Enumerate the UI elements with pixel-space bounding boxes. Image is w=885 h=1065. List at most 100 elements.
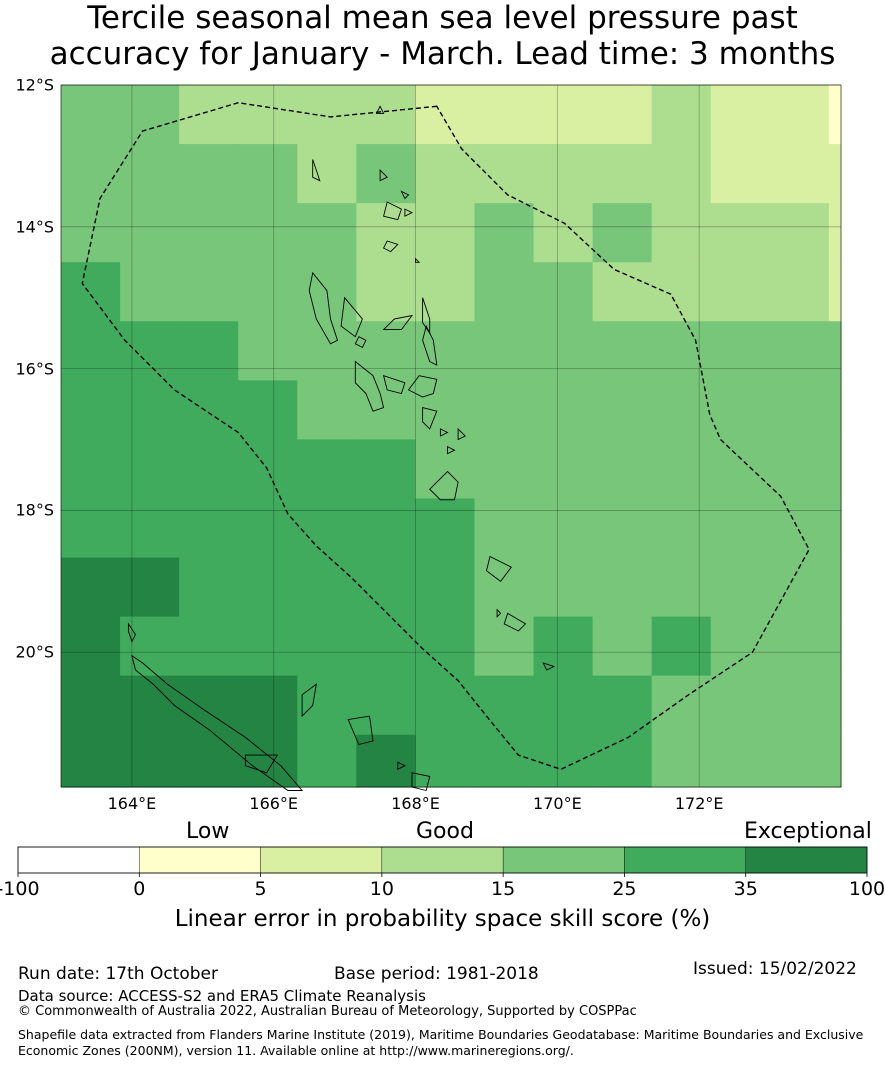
skill-cell xyxy=(651,380,712,441)
skill-cell xyxy=(828,675,842,736)
skill-cell xyxy=(356,380,417,441)
skill-cell xyxy=(120,380,180,441)
island-outline xyxy=(382,314,414,331)
longitude-tick-label: 166°E xyxy=(249,794,299,813)
skill-cell xyxy=(415,439,476,500)
skill-cell xyxy=(710,380,771,441)
skill-cell xyxy=(474,675,535,736)
skill-cell xyxy=(533,321,594,381)
skill-cell xyxy=(356,734,417,788)
skill-cell xyxy=(238,616,298,677)
skill-cell xyxy=(651,675,712,736)
issued-date: Issued: 15/02/2022 xyxy=(693,959,857,979)
island-outline xyxy=(347,715,374,746)
skill-cell xyxy=(179,498,239,559)
skill-cell xyxy=(238,321,298,381)
skill-cell xyxy=(651,557,712,618)
colorbar-segment xyxy=(745,846,868,874)
skill-cell xyxy=(415,557,476,618)
skill-cell xyxy=(179,557,239,618)
colorbar-tick-label: 10 xyxy=(369,878,394,900)
skill-cell xyxy=(474,203,535,263)
skill-cell xyxy=(356,85,417,145)
skill-cell xyxy=(769,498,830,559)
map-title: Tercile seasonal mean sea level pressure… xyxy=(0,0,885,72)
island-outline xyxy=(382,240,399,253)
skill-cell xyxy=(533,675,594,736)
skill-cell xyxy=(356,557,417,618)
colorbar-segment xyxy=(624,846,746,874)
skill-cell xyxy=(592,85,653,145)
skill-cell xyxy=(828,321,842,381)
skill-cell xyxy=(415,203,476,263)
skill-cell xyxy=(828,557,842,618)
island-outline xyxy=(415,257,421,263)
skill-cell xyxy=(592,557,653,618)
skill-cell xyxy=(120,557,180,618)
skill-cell xyxy=(592,734,653,788)
skill-cell xyxy=(120,439,180,500)
skill-cell xyxy=(769,734,830,788)
skill-cell xyxy=(828,498,842,559)
island-outline xyxy=(496,608,502,618)
skill-cell xyxy=(297,616,357,677)
skill-cell xyxy=(415,380,476,441)
colorbar-segment xyxy=(381,846,504,874)
skill-cell xyxy=(769,144,830,204)
island-outline xyxy=(411,772,431,792)
skill-cell xyxy=(592,498,653,559)
colorbar-segment xyxy=(260,846,383,874)
longitude-tick-label: 172°E xyxy=(674,794,724,813)
skill-cell xyxy=(828,616,842,677)
island-outline xyxy=(407,375,438,398)
skill-cell xyxy=(651,262,712,322)
skill-cell xyxy=(828,262,842,322)
colorbar-segment xyxy=(139,846,261,874)
title-line-2: accuracy for January - March. Lead time:… xyxy=(49,36,836,72)
skill-cell xyxy=(179,321,239,381)
skill-cell xyxy=(710,203,771,263)
skill-cell xyxy=(533,85,594,145)
island-outline xyxy=(301,683,317,718)
skill-cell xyxy=(179,734,239,788)
skill-cell xyxy=(61,498,121,559)
skill-cell xyxy=(120,262,180,322)
colorbar-tick-label: 15 xyxy=(491,878,516,900)
skill-cell xyxy=(474,144,535,204)
skill-cell xyxy=(297,203,357,263)
skill-cell xyxy=(61,262,121,322)
latitude-tick-label: 20°S xyxy=(15,642,54,662)
copyright: © Commonwealth of Australia 2022, Austra… xyxy=(18,1004,637,1019)
skill-cell xyxy=(592,203,653,263)
skill-cell xyxy=(415,262,476,322)
skill-cell xyxy=(297,675,357,736)
title-line-1: Tercile seasonal mean sea level pressure… xyxy=(87,0,798,36)
skill-cell xyxy=(297,321,357,381)
coastlines xyxy=(127,105,555,792)
skill-cell xyxy=(710,85,771,145)
skill-cell xyxy=(592,675,653,736)
skill-cell xyxy=(238,675,298,736)
island-outline xyxy=(439,428,449,437)
eez-boundary xyxy=(81,101,810,771)
island-outline xyxy=(244,754,279,774)
skill-cell xyxy=(297,380,357,441)
skill-cell xyxy=(533,380,594,441)
latitude-tick-label: 14°S xyxy=(15,217,54,237)
skill-cell xyxy=(61,144,121,204)
skill-cell xyxy=(710,321,771,381)
skill-cell xyxy=(356,203,417,263)
skill-cell xyxy=(769,203,830,263)
skill-cell xyxy=(238,439,298,500)
skill-cell xyxy=(474,380,535,441)
skill-cell xyxy=(61,380,121,441)
skill-cell xyxy=(61,203,121,263)
skill-cell xyxy=(651,203,712,263)
skill-cell xyxy=(356,321,417,381)
longitude-tick-label: 164°E xyxy=(107,794,157,813)
skill-cell xyxy=(238,557,298,618)
latitude-tick-label: 12°S xyxy=(15,75,54,95)
skill-cell xyxy=(592,380,653,441)
legend-category-exceptional: Exceptional xyxy=(744,819,872,844)
legend-category-good: Good xyxy=(416,819,474,844)
